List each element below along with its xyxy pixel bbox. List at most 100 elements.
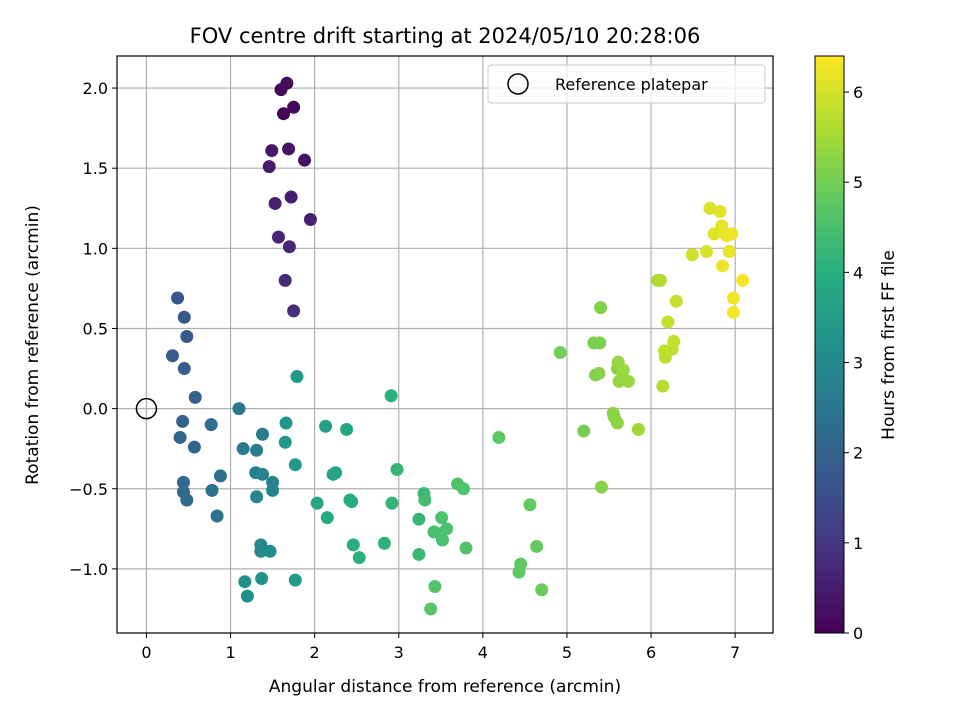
data-point [282, 240, 296, 254]
x-tick-label: 1 [225, 643, 235, 662]
data-point [716, 259, 730, 273]
data-point [320, 511, 334, 525]
y-axis-title: Rotation from reference (arcmin) [23, 205, 43, 485]
data-point [250, 490, 264, 504]
data-point [205, 483, 219, 497]
colorbar-tick-label: 6 [853, 83, 863, 102]
data-point [592, 366, 606, 380]
data-point [268, 196, 282, 210]
colorbar-label: Hours from first FF file [879, 250, 899, 440]
colorbar-tick-label: 2 [853, 444, 863, 463]
x-axis-ticks: 0 1 2 3 4 5 6 7 [141, 633, 740, 662]
y-tick-label: 1.5 [83, 159, 108, 178]
reference-point-marker [135, 397, 158, 420]
data-point [713, 204, 727, 218]
chart-title: FOV centre drift starting at 2024/05/10 … [190, 24, 701, 48]
data-point [288, 573, 302, 587]
data-point [616, 363, 630, 377]
data-point [238, 575, 252, 589]
y-tick-label: 0.0 [83, 400, 108, 419]
data-point [412, 547, 426, 561]
data-point [435, 511, 449, 525]
data-point [277, 107, 291, 121]
colorbar-tick-label: 4 [853, 263, 863, 282]
colorbar-frame [814, 55, 845, 634]
data-point [282, 142, 296, 156]
data-point [428, 580, 442, 594]
colorbar: 0 1 2 3 4 5 6 Hours from first FF file [814, 55, 899, 643]
data-point [667, 334, 681, 348]
data-point [661, 315, 675, 329]
data-point [435, 533, 449, 547]
x-axis-title: Angular distance from reference (arcmin) [269, 677, 621, 697]
data-point [213, 469, 227, 483]
data-point [553, 346, 567, 360]
data-point [187, 440, 201, 454]
data-point [512, 565, 526, 579]
data-point [255, 427, 269, 441]
data-point [232, 402, 246, 416]
data-point [594, 301, 608, 315]
data-point [653, 273, 667, 287]
data-point [535, 583, 549, 597]
legend-marker-open-circle [507, 73, 529, 95]
data-point [329, 466, 343, 480]
data-point [418, 493, 432, 507]
data-point [685, 248, 699, 262]
legend-label: Reference platepar [555, 75, 708, 94]
data-point [722, 245, 736, 259]
data-point [424, 602, 438, 616]
data-point [176, 414, 190, 428]
data-point [340, 422, 354, 436]
data-point [180, 493, 194, 507]
data-point [385, 496, 399, 510]
y-tick-label: 1.0 [83, 239, 108, 258]
data-point [166, 349, 180, 363]
data-point [310, 496, 324, 510]
data-point [303, 212, 317, 226]
colorbar-tick-label: 3 [853, 354, 863, 373]
data-point [250, 443, 264, 457]
data-point [492, 430, 506, 444]
y-tick-label: 0.5 [83, 319, 108, 338]
data-point [440, 522, 454, 536]
data-point [280, 76, 294, 90]
colorbar-gradient [815, 56, 844, 633]
legend-box [487, 64, 766, 104]
x-tick-label: 0 [141, 643, 151, 662]
data-point [577, 424, 591, 438]
y-axis-ticks: −1.0 −0.5 0.0 0.5 1.0 1.5 2.0 [69, 79, 117, 579]
data-point [631, 422, 645, 436]
data-point [171, 291, 185, 305]
data-point [180, 329, 194, 343]
colorbar-tick-label: 0 [853, 624, 863, 643]
data-point [523, 498, 537, 512]
x-tick-label: 4 [478, 643, 488, 662]
data-point [173, 430, 187, 444]
x-tick-label: 3 [394, 643, 404, 662]
y-tick-label: −1.0 [69, 560, 108, 579]
data-point [284, 190, 298, 204]
data-point [262, 160, 276, 174]
data-point [263, 544, 277, 558]
data-point [279, 416, 293, 430]
data-point [298, 153, 312, 167]
data-point [271, 230, 285, 244]
data-point [177, 310, 191, 324]
data-point [700, 245, 714, 259]
legend: Reference platepar [487, 64, 766, 104]
data-point [265, 144, 279, 158]
data-point [593, 336, 607, 350]
x-tick-label: 2 [310, 643, 320, 662]
data-point [594, 480, 608, 494]
colorbar-ticks: 0 1 2 3 4 5 6 [844, 83, 863, 643]
data-point [612, 374, 626, 388]
data-point [457, 482, 471, 496]
data-point [377, 536, 391, 550]
data-point [346, 538, 360, 552]
data-point [290, 370, 304, 384]
data-point [610, 416, 624, 430]
x-tick-label: 5 [562, 643, 572, 662]
